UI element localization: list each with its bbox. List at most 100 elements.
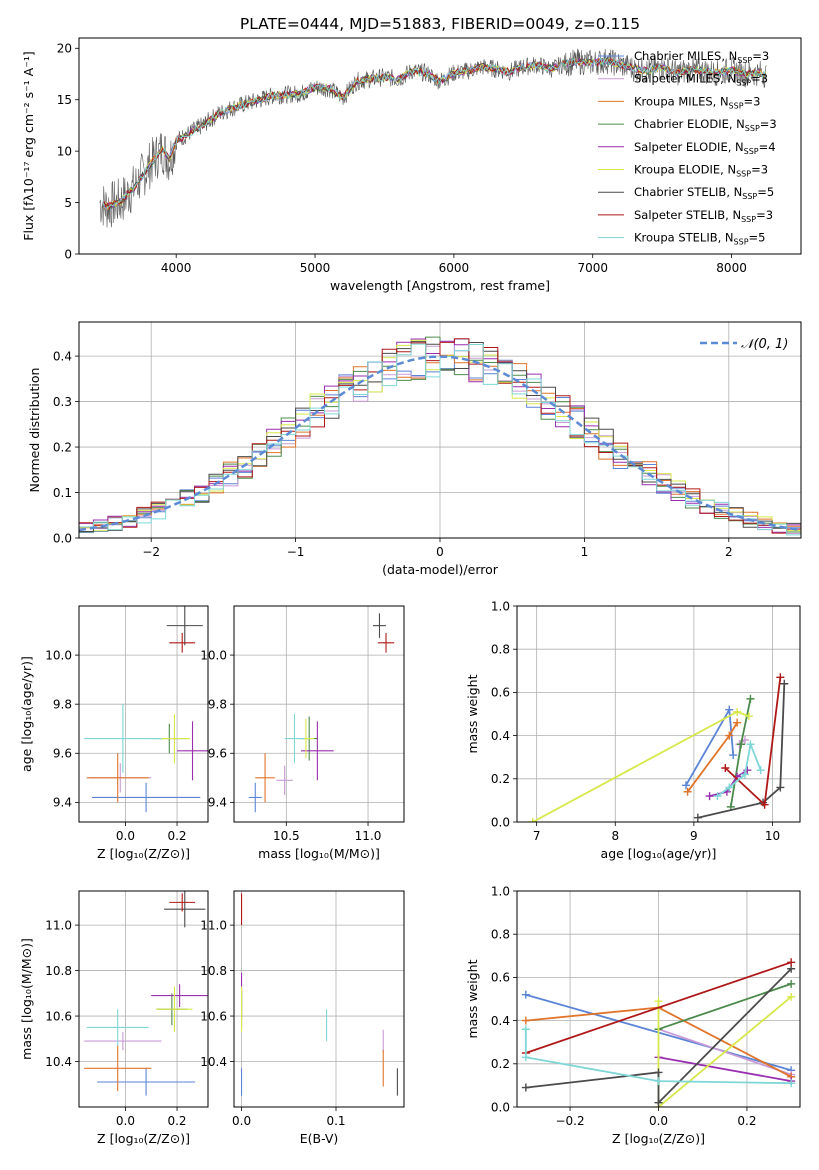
y-tick-label: 0.2 — [491, 1057, 510, 1071]
panel-weight-vs-age: 7 8 9 10 0.0 0.2 0.4 0.6 0.8 1.0 age [log₁₀(age/yr… — [465, 599, 801, 861]
legend-entry: Salpeter ELODIE, NSSP=4 — [634, 140, 776, 156]
weight-series-kroupa-stelib — [521, 1025, 796, 1088]
x-axis-label: wavelength [Angstrom, rest frame] — [330, 278, 550, 293]
weight-marker — [760, 800, 769, 809]
axes-frame — [233, 605, 405, 823]
x-tick-label: 5000 — [300, 261, 331, 275]
weight-marker — [787, 1079, 796, 1088]
weight-marker — [776, 673, 785, 682]
y-axis-label: Normed distribution — [27, 368, 42, 493]
axes-frame — [78, 890, 209, 1108]
y-tick-label: 9.6 — [53, 747, 72, 761]
errorbar-point-kroupa-stelib — [284, 714, 305, 764]
y-tick-label: 9.4 — [53, 796, 72, 810]
y-axis-label: age [log₁₀(age/yr)] — [19, 656, 34, 772]
legend-entry: Chabrier STELIB, NSSP=5 — [634, 185, 774, 201]
panel-age-vs-mass: 10.5 11.0 9.4 9.6 9.8 10.0 mass [log₁₀(M/M⊙)] — [200, 605, 405, 861]
y-tick-label: 0.2 — [491, 772, 510, 786]
y-tick-label: 0.8 — [491, 928, 510, 942]
y-tick-label: 5 — [64, 196, 72, 210]
weight-marker — [654, 1098, 663, 1107]
y-tick-label: 0.6 — [491, 686, 510, 700]
plot-area — [248, 613, 395, 813]
y-tick-label: 9.8 — [208, 697, 227, 711]
panel-mass-vs-ebv: 0.0 0.1 10.4 10.6 10.8 11.0 E(B-V) — [200, 890, 405, 1146]
y-tick-label: 10.0 — [200, 648, 227, 662]
axes-frame — [516, 890, 801, 1108]
normal-reference-curve — [79, 355, 801, 532]
weight-marker — [521, 990, 530, 999]
errorbar-point-kroupa-miles — [84, 1045, 152, 1092]
errorbar-point-salpeter-miles — [84, 1031, 162, 1051]
y-tick-label: 9.8 — [53, 697, 72, 711]
y-tick-label: 0.0 — [53, 531, 72, 545]
weight-marker — [682, 781, 691, 790]
weight-marker — [693, 813, 702, 822]
axes-frame — [516, 605, 801, 823]
errorbar-point-chabrier-miles — [91, 782, 201, 813]
plot-area — [84, 891, 208, 1096]
panel-age-vs-Z: 0.0 0.2 9.4 9.6 9.8 10.0 Z [log₁₀(Z/Z⊙)] age [l… — [19, 605, 209, 861]
y-tick-label: 0.4 — [53, 349, 72, 363]
x-tick-label: 7 — [533, 829, 541, 843]
weight-series-kroupa-stelib — [713, 740, 765, 801]
x-tick-label: −2 — [142, 545, 160, 559]
weight-marker — [528, 818, 537, 822]
errorbar-point-salpeter-stelib — [169, 893, 196, 912]
weight-line — [524, 1029, 792, 1085]
y-tick-label: 0.1 — [53, 486, 72, 500]
plot-area — [79, 336, 801, 536]
weight-marker — [521, 1053, 530, 1062]
x-tick-label: 8000 — [716, 261, 747, 275]
weight-marker — [733, 718, 742, 727]
weight-series-chabrier-elodie — [726, 694, 755, 811]
x-tick-label: 0.2 — [167, 829, 186, 843]
legend-entry: 𝒩(0, 1) — [741, 337, 788, 352]
weight-marker — [746, 740, 755, 749]
weight-marker — [740, 770, 749, 779]
x-tick-label: 10 — [765, 829, 780, 843]
errorbar-point-salpeter-elodie — [177, 721, 208, 781]
errorbar-point-salpeter-elodie — [151, 984, 208, 1007]
y-tick-label: 10.8 — [45, 964, 72, 978]
weight-series-chabrier-miles — [682, 705, 738, 790]
y-tick-label: 10 — [57, 144, 72, 158]
x-tick-label: 0.0 — [649, 1114, 668, 1128]
y-tick-label: 0.8 — [491, 643, 510, 657]
errorbar-point-kroupa-stelib — [86, 1009, 149, 1046]
panel-residuals: −2 −1 0 1 2 0.0 0.1 0.2 0.3 0.4 (data-model)/error… — [27, 321, 802, 577]
errorbar-point-salpeter-stelib — [377, 633, 395, 653]
errorbar-point-kroupa-miles — [255, 753, 275, 803]
panel-mass-vs-Z: 0.0 0.2 10.4 10.6 10.8 11.0 Z [log₁₀(Z/Z⊙)] mas… — [19, 890, 209, 1146]
x-axis-label: Z [log₁₀(Z/Z⊙)] — [97, 1131, 190, 1146]
weight-series-chabrier-elodie — [654, 979, 796, 1034]
x-tick-label: 9 — [690, 829, 698, 843]
weight-marker — [780, 679, 789, 688]
errorbar-point-salpeter-miles — [276, 765, 293, 795]
weight-series-kroupa-miles — [683, 718, 742, 796]
weight-marker — [746, 694, 755, 703]
weight-line — [525, 961, 792, 1054]
errorbar-point-chabrier-miles — [248, 782, 262, 813]
x-axis-label: (data-model)/error — [382, 562, 499, 577]
legend-entry: Kroupa ELODIE, NSSP=3 — [634, 163, 768, 179]
weight-marker — [713, 792, 722, 801]
weight-line — [525, 968, 792, 1105]
y-tick-label: 10.4 — [200, 1055, 227, 1069]
spectrum-legend: Chabrier MILES, NSSP=3 Salpeter MILES, NS… — [598, 49, 777, 247]
x-tick-label: 0.2 — [167, 1114, 186, 1128]
weight-line — [657, 996, 792, 1107]
errorbar-point-kroupa-miles — [86, 753, 149, 803]
weight-marker — [725, 783, 734, 792]
y-axis-label: mass weight — [465, 674, 480, 753]
y-tick-label: 10.6 — [45, 1009, 72, 1023]
axes-frame — [78, 605, 209, 823]
y-tick-label: 0.6 — [491, 971, 510, 985]
weight-marker — [705, 792, 714, 801]
panel-spectrum: 4000 5000 6000 7000 8000 0 5 10 15 20 wavelength [… — [21, 37, 802, 293]
y-axis-label: mass [log₁₀(M/M⊙)] — [19, 938, 34, 1060]
x-tick-label: 0.0 — [116, 1114, 135, 1128]
y-tick-label: 1.0 — [491, 884, 510, 898]
errorbar-point-kroupa-elodie — [158, 714, 190, 764]
